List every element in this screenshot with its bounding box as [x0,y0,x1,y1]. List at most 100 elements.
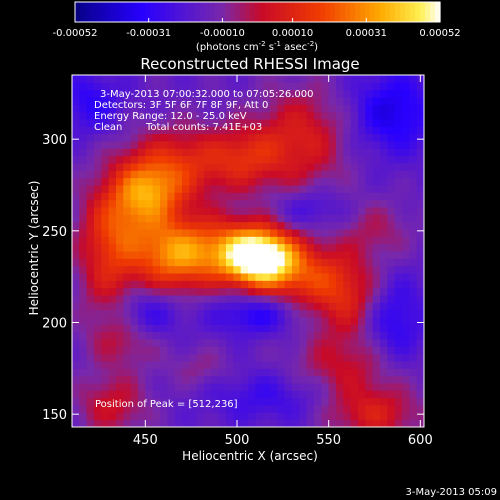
heatmap-cell [255,155,264,164]
heatmap-cell [284,405,293,413]
heatmap-cell [123,419,132,427]
heatmap-cell [350,243,359,252]
heatmap-cell [130,280,139,289]
heatmap-cell [270,214,278,223]
heatmap-cell [116,126,124,135]
heatmap-cell [416,339,424,347]
heatmap-cell [240,265,249,274]
heatmap-cell [402,383,410,391]
heatmap-cell [387,163,396,171]
heatmap-cell [108,302,117,311]
heatmap-cell [160,185,168,193]
heatmap-cell [306,163,315,171]
heatmap-cell [358,346,366,355]
heatmap-cell [182,170,190,179]
heatmap-cell [372,221,381,230]
heatmap-cell [277,192,286,201]
heatmap-cell [160,97,168,105]
heatmap-cell [145,317,154,325]
heatmap-cell [94,163,102,171]
heatmap-cell [409,89,418,98]
heatmap-cell [343,89,352,98]
heatmap-cell [387,419,396,427]
heatmap-cell [226,229,234,237]
heatmap-cell [343,353,352,362]
heatmap-cell [321,361,330,369]
heatmap-cell [145,214,154,223]
heatmap-cell [123,141,132,149]
heatmap-cell [343,221,352,230]
heatmap-cell [86,82,95,91]
colorbar-swatch [295,2,301,22]
heatmap-cell [94,236,102,245]
heatmap-cell [108,177,117,186]
heatmap-cell [152,375,161,384]
heatmap-cell [306,317,315,325]
heatmap-cell [328,317,337,325]
heatmap-cell [79,185,88,193]
heatmap-cell [152,148,161,157]
heatmap-cell [416,280,424,289]
heatmap-cell [138,346,146,355]
heatmap-cell [358,82,366,91]
heatmap-cell [306,82,315,91]
heatmap-cell [299,331,308,340]
heatmap-cell [350,412,359,421]
colorbar-swatch [360,2,366,22]
heatmap-cell [394,148,403,157]
heatmap-cell [270,265,278,274]
heatmap-cell [292,375,300,384]
heatmap-cell [336,302,344,311]
heatmap-cell [108,155,117,164]
heatmap-cell [328,383,337,391]
heatmap-cell [79,97,88,105]
colorbar-swatch [265,2,271,22]
colorbar-swatch [170,2,176,22]
heatmap-cell [350,185,359,193]
heatmap-cell [262,258,271,267]
heatmap-cell [108,111,117,120]
heatmap-cell [240,390,249,399]
heatmap-cell [138,405,146,413]
heatmap-cell [299,111,308,120]
heatmap-cell [409,265,418,274]
heatmap-cell [211,390,220,399]
heatmap-cell [306,89,315,98]
heatmap-cell [233,192,242,201]
heatmap-cell [138,309,146,318]
heatmap-cell [145,397,154,406]
heatmap-cell [160,368,168,377]
heatmap-cell [336,419,344,427]
colorbar-swatch [110,2,116,22]
heatmap-cell [409,405,418,413]
heatmap-cell [380,353,388,362]
heatmap-cell [416,309,424,318]
heatmap-cell [240,111,249,120]
heatmap-cell [167,265,176,274]
heatmap-cell [255,295,264,303]
heatmap-cell [402,324,410,333]
heatmap-cell [94,177,102,186]
heatmap-cell [255,192,264,201]
heatmap-cell [233,163,242,171]
heatmap-cell [160,317,168,325]
heatmap-cell [101,119,110,127]
heatmap-cell [204,397,212,406]
heatmap-cell [350,302,359,311]
heatmap-cell [79,75,88,83]
heatmap-cell [226,331,234,340]
heatmap-cell [145,405,154,413]
heatmap-cell [138,339,146,347]
heatmap-cell [174,309,183,318]
heatmap-cell [211,155,220,164]
heatmap-cell [328,309,337,318]
heatmap-cell [160,339,168,347]
heatmap-cell [145,192,154,201]
heatmap-cell [182,317,190,325]
heatmap-cell [416,236,424,245]
heatmap-cell [196,375,205,384]
heatmap-cell [116,185,124,193]
heatmap-cell [336,199,344,208]
heatmap-cell [108,368,117,377]
heatmap-cell [292,295,300,303]
